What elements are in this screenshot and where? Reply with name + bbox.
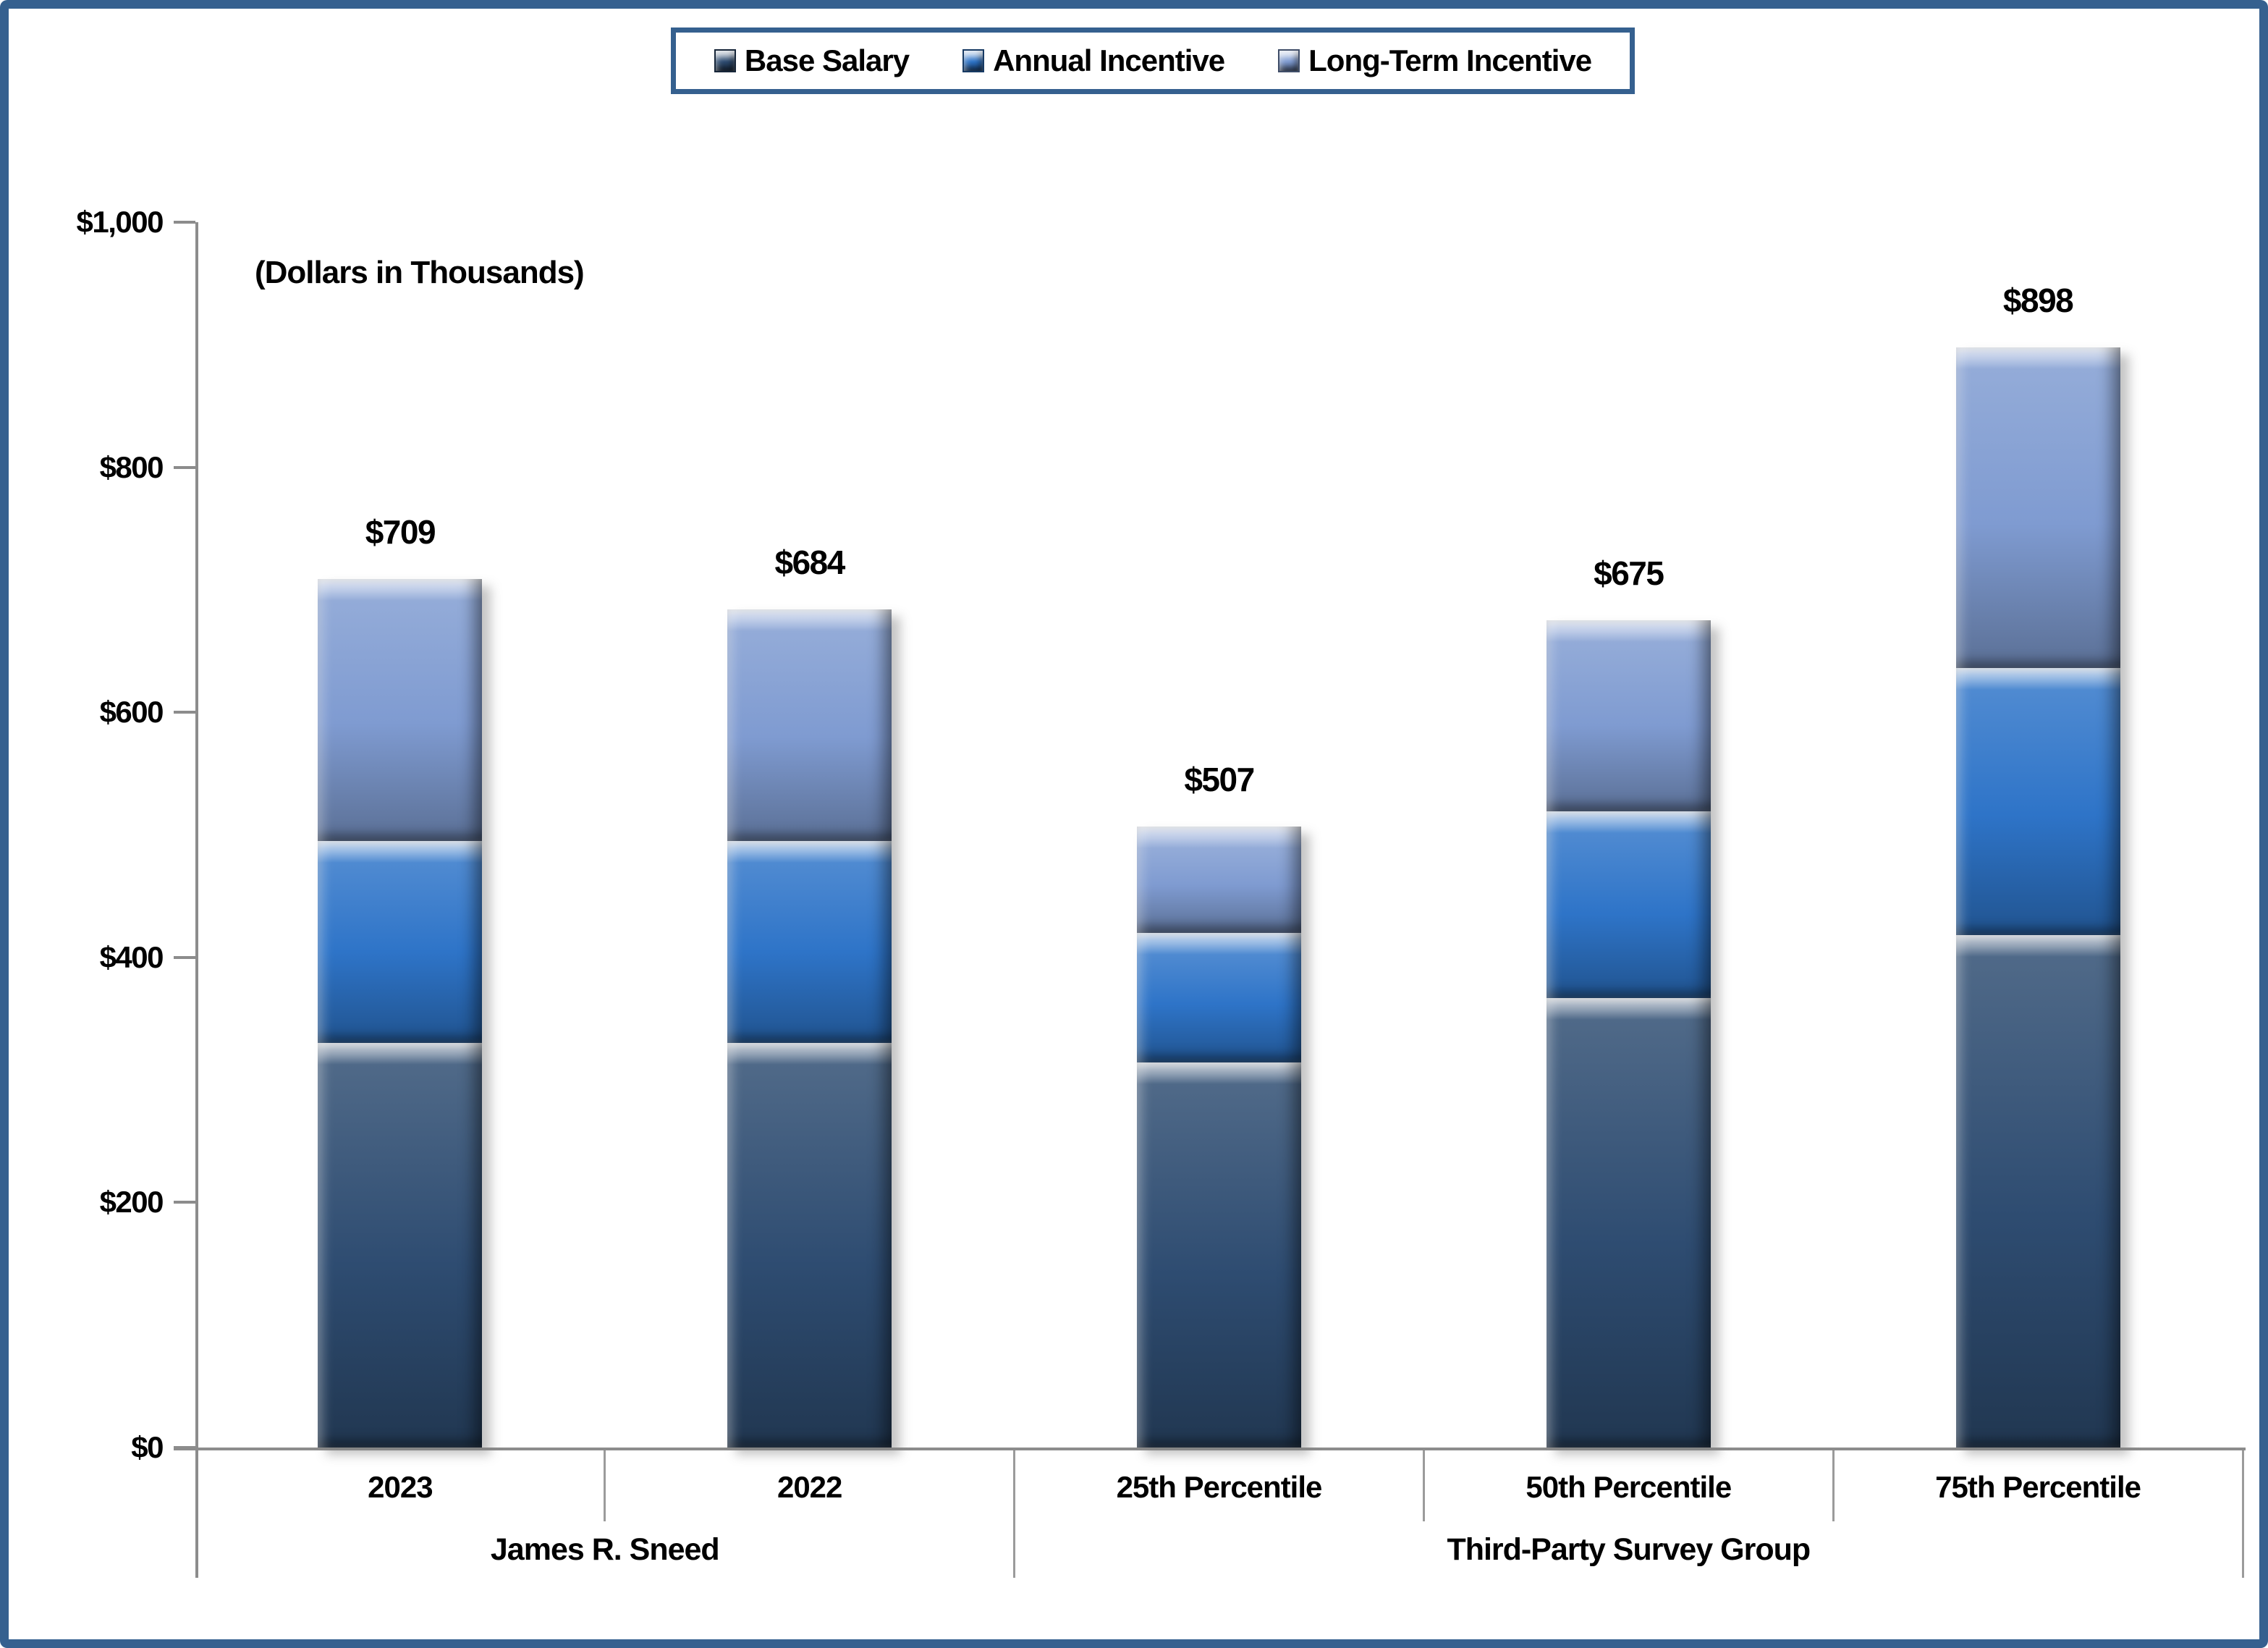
group-separator	[2241, 1450, 2244, 1578]
bar-75th-percentile-base-salary	[1955, 935, 2120, 1448]
bar-total-label-25th-percentile: $507	[1184, 760, 1255, 798]
legend-item-base-salary: Base Salary	[714, 43, 910, 78]
category-label-2023: 2023	[368, 1470, 433, 1504]
category-separator	[604, 1450, 606, 1521]
bar-25th-percentile-long-term-incentive	[1137, 826, 1301, 933]
y-axis-tick-label: $400	[99, 939, 164, 974]
bar-75th-percentile-long-term-incentive	[1955, 347, 2120, 669]
bar-50th-percentile-annual-incentive	[1546, 811, 1711, 998]
y-axis-tick	[174, 1446, 195, 1449]
legend-swatch-base-salary-icon	[714, 49, 736, 72]
y-axis-tick-label: $1,000	[76, 205, 164, 239]
legend-swatch-long-term-incentive-icon	[1278, 49, 1300, 72]
category-label-2022: 2022	[777, 1470, 842, 1504]
bar-2022-base-salary	[727, 1043, 892, 1448]
bar-2023-annual-incentive	[318, 840, 483, 1044]
bar-2022	[727, 609, 892, 1448]
y-axis-tick-label: $800	[99, 449, 164, 484]
category-separator	[1422, 1450, 1425, 1521]
group-label-third-party-survey-group: Third-Party Survey Group	[1447, 1531, 1811, 1567]
y-axis-tick	[174, 221, 195, 224]
bar-75th-percentile-annual-incentive	[1955, 668, 2120, 936]
y-axis-tick-label: $600	[99, 695, 164, 730]
legend-item-long-term-incentive: Long-Term Incentive	[1278, 43, 1592, 78]
bar-50th-percentile	[1546, 620, 1711, 1448]
bar-50th-percentile-long-term-incentive	[1546, 620, 1711, 812]
category-label-25th-percentile: 25th Percentile	[1116, 1470, 1323, 1504]
category-separator	[1832, 1450, 1835, 1521]
group-separator	[1013, 1450, 1016, 1578]
y-axis-tick	[174, 955, 195, 959]
y-axis-line	[195, 222, 198, 1578]
legend-item-annual-incentive: Annual Incentive	[962, 43, 1225, 78]
bar-total-label-2023: $709	[365, 512, 436, 551]
y-axis-tick	[174, 1201, 195, 1204]
bar-2022-long-term-incentive	[727, 609, 892, 841]
bar-25th-percentile	[1137, 826, 1301, 1448]
legend-swatch-annual-incentive-icon	[962, 49, 985, 72]
category-label-50th-percentile: 50th Percentile	[1526, 1470, 1732, 1504]
y-axis-tick	[174, 465, 195, 469]
x-axis-baseline	[174, 1448, 2246, 1450]
bar-total-label-75th-percentile: $898	[2002, 281, 2074, 319]
bar-2023-base-salary	[318, 1043, 483, 1448]
category-label-75th-percentile: 75th Percentile	[1935, 1470, 2141, 1504]
bar-total-label-2022: $684	[774, 543, 846, 581]
bar-25th-percentile-annual-incentive	[1137, 932, 1301, 1063]
units-note: (Dollars in Thousands)	[255, 255, 585, 290]
y-axis-tick-label: $200	[99, 1185, 164, 1220]
legend-label: Base Salary	[744, 43, 910, 77]
group-label-james-r-sneed: James R. Sneed	[490, 1531, 720, 1567]
bar-2023	[318, 578, 483, 1448]
y-axis-tick	[174, 711, 195, 714]
bar-50th-percentile-base-salary	[1546, 997, 1711, 1448]
bar-total-label-50th-percentile: $675	[1594, 554, 1664, 593]
bar-2023-long-term-incentive	[318, 578, 483, 841]
legend-label: Long-Term Incentive	[1308, 43, 1592, 77]
bar-25th-percentile-base-salary	[1137, 1062, 1301, 1448]
bar-75th-percentile	[1955, 347, 2120, 1448]
legend-label: Annual Incentive	[993, 43, 1225, 77]
y-axis-tick-label: $0	[131, 1430, 164, 1464]
bar-2022-annual-incentive	[727, 840, 892, 1044]
legend: Base Salary Annual Incentive Long-Term Inc…	[671, 28, 1635, 94]
